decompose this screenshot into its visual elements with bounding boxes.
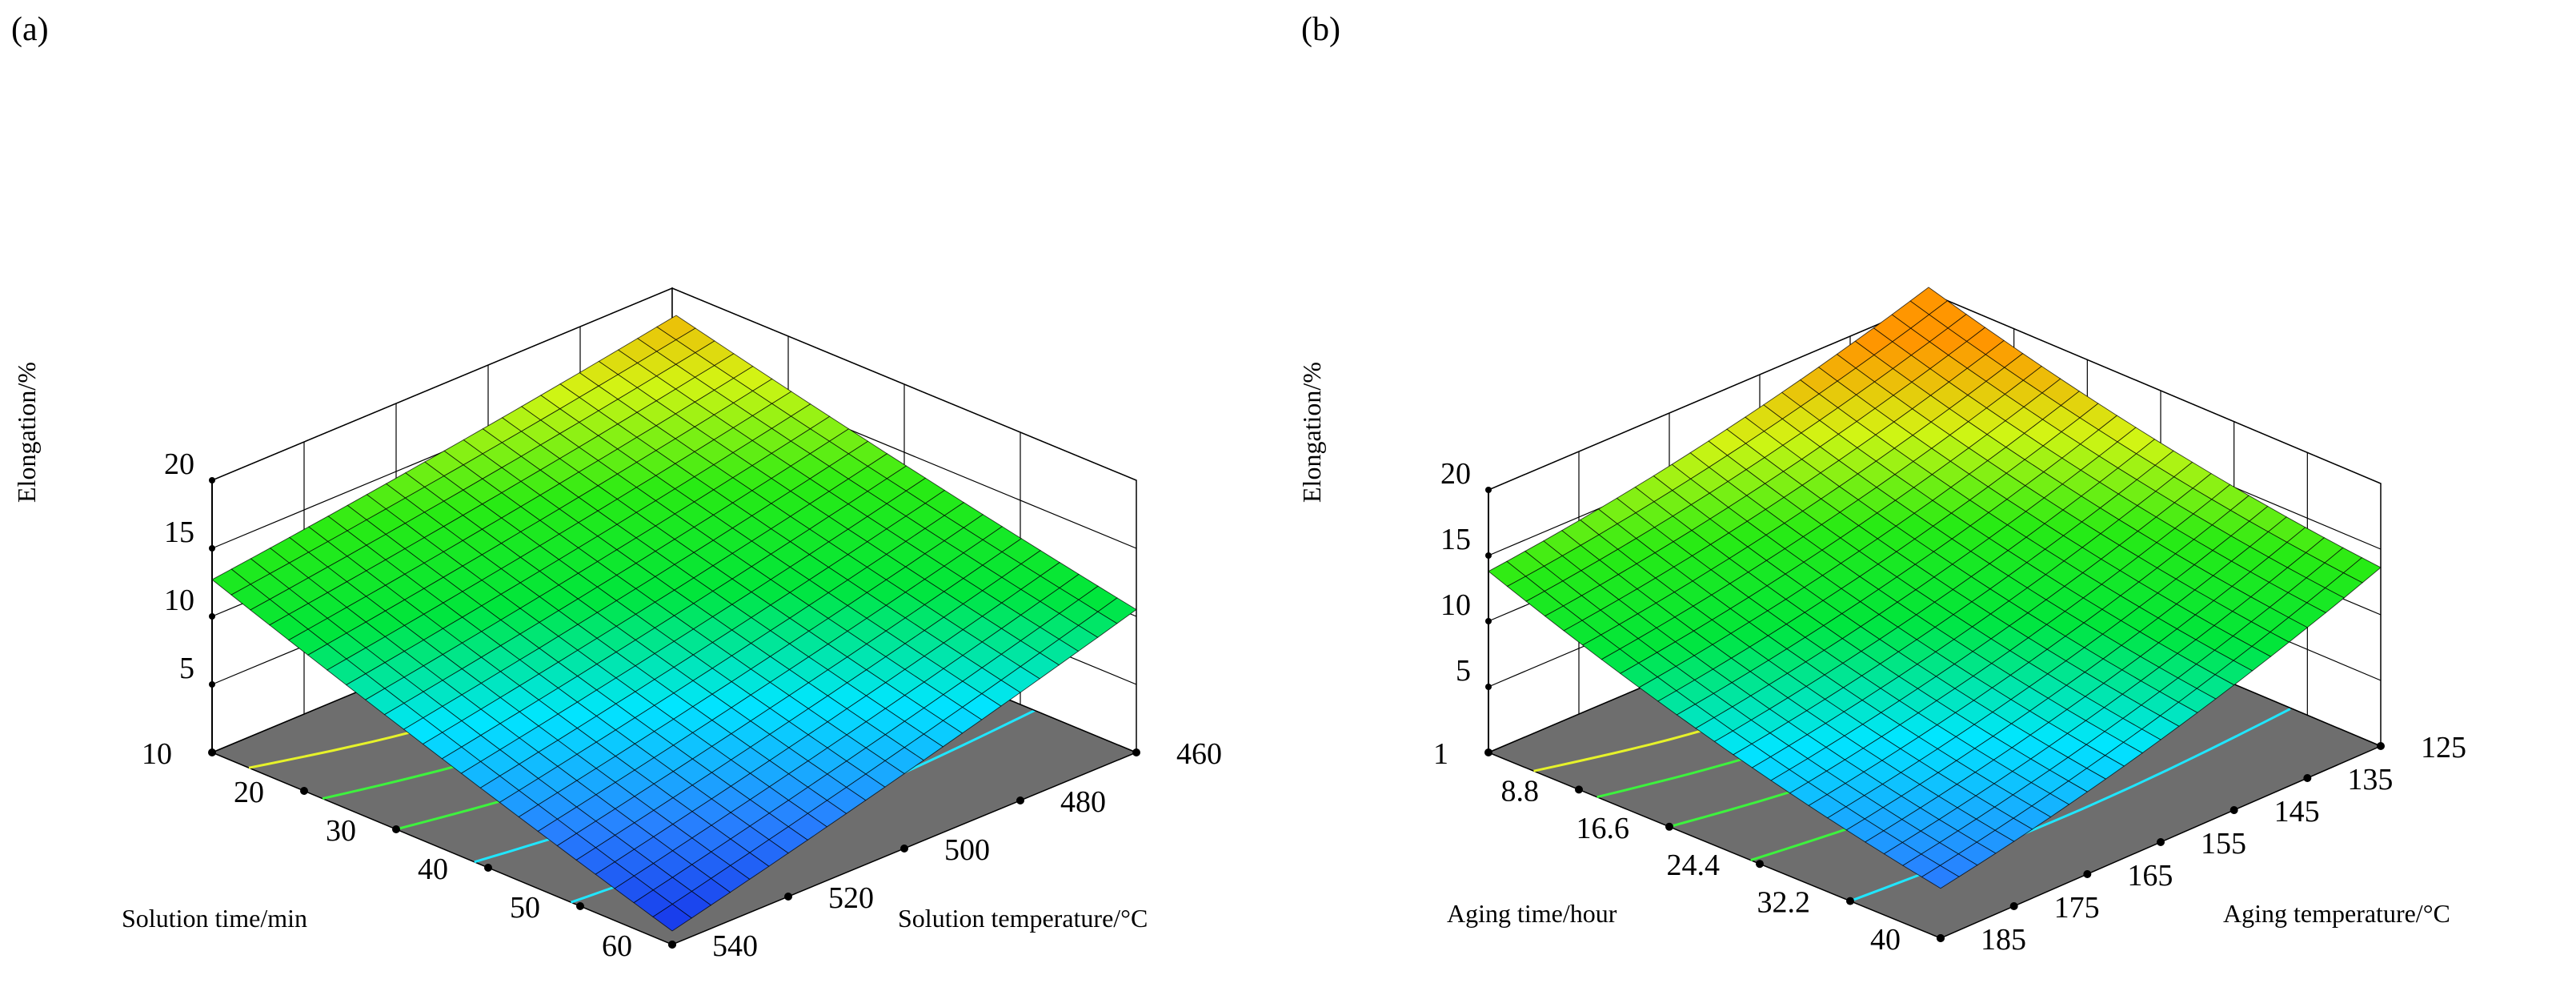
z-tick-label: 10 xyxy=(164,584,194,617)
surface-cell xyxy=(1921,865,1960,889)
x-tick-label: 1 xyxy=(1433,737,1448,771)
panel-label: (b) xyxy=(1301,11,1340,48)
y-tick-mark xyxy=(2229,806,2238,814)
y-tick-mark xyxy=(668,941,676,949)
y-tick-label: 185 xyxy=(1981,923,2026,957)
y-tick-label: 540 xyxy=(712,929,758,963)
x-tick-mark xyxy=(576,902,584,910)
y-tick-mark xyxy=(1132,748,1140,756)
z-tick-label: 5 xyxy=(179,652,194,685)
surface-plot-b-canvas: (b) Elongation/% Aging time/hour Aging t… xyxy=(1297,11,2466,957)
z-tick-mark xyxy=(209,613,215,620)
z-tick-label: 5 xyxy=(1456,654,1471,688)
x-tick-mark xyxy=(484,864,492,872)
z-tick-mark xyxy=(1485,684,1492,690)
surface-plot-a: (a) Elongation/% Solution time/min Solut… xyxy=(11,11,1222,963)
z-tick-mark xyxy=(209,681,215,688)
z-tick-mark xyxy=(1485,618,1492,624)
x-tick-label: 32.2 xyxy=(1757,886,1811,920)
z-tick-mark xyxy=(1485,552,1492,559)
y-tick-label: 460 xyxy=(1176,737,1222,771)
x-tick-mark xyxy=(300,787,308,795)
y-axis-label: Solution temperature/°C xyxy=(898,904,1148,933)
x-axis-label: Solution time/min xyxy=(122,904,307,933)
z-tick-label: 10 xyxy=(1440,588,1471,622)
wall-grid-line xyxy=(211,287,1137,481)
x-tick-mark xyxy=(392,825,400,833)
y-tick-mark xyxy=(2157,838,2165,846)
y-tick-label: 125 xyxy=(2421,731,2466,764)
z-axis-label: Elongation/% xyxy=(12,362,41,503)
y-tick-mark xyxy=(900,845,908,853)
y-tick-mark xyxy=(784,893,792,901)
x-tick-mark xyxy=(1665,822,1673,831)
x-tick-mark xyxy=(1575,785,1583,794)
surface-plot-a-canvas: (a) Elongation/% Solution time/min Solut… xyxy=(11,11,1222,963)
z-tick-mark xyxy=(209,545,215,552)
z-tick-mark xyxy=(1485,487,1492,493)
x-tick-mark xyxy=(1484,748,1492,756)
y-tick-label: 175 xyxy=(2054,891,2100,925)
x-axis-label: Aging time/hour xyxy=(1447,899,1617,928)
y-tick-label: 145 xyxy=(2274,795,2320,829)
y-tick-label: 480 xyxy=(1060,785,1106,819)
panel-label: (a) xyxy=(11,11,49,48)
y-tick-label: 165 xyxy=(2127,859,2173,893)
x-tick-label: 16.6 xyxy=(1576,812,1630,845)
x-tick-label: 40 xyxy=(418,853,448,886)
y-tick-label: 500 xyxy=(944,833,990,867)
y-tick-mark xyxy=(2009,902,2018,910)
y-tick-label: 520 xyxy=(828,881,874,915)
y-tick-mark xyxy=(2303,774,2312,782)
y-tick-label: 155 xyxy=(2201,827,2246,861)
x-tick-label: 30 xyxy=(326,814,356,848)
y-tick-mark xyxy=(1937,934,1945,942)
x-tick-label: 20 xyxy=(234,776,264,809)
surface-cell xyxy=(652,903,692,932)
x-tick-mark xyxy=(1846,897,1854,905)
x-tick-label: 10 xyxy=(142,737,172,771)
z-tick-mark xyxy=(209,477,215,483)
surface-plot-b: (b) Elongation/% Aging time/hour Aging t… xyxy=(1288,0,2576,987)
x-tick-label: 60 xyxy=(602,929,632,963)
x-tick-label: 24.4 xyxy=(1667,849,1721,882)
x-tick-mark xyxy=(1756,860,1764,869)
z-tick-label: 20 xyxy=(1440,457,1471,491)
x-tick-label: 50 xyxy=(510,891,540,925)
z-tick-label: 20 xyxy=(164,447,194,481)
x-tick-label: 40 xyxy=(1870,923,1901,957)
y-tick-mark xyxy=(2377,742,2385,750)
x-tick-mark xyxy=(208,748,216,756)
y-axis-label: Aging temperature/°C xyxy=(2223,899,2450,928)
y-tick-mark xyxy=(1016,796,1024,804)
y-tick-label: 135 xyxy=(2347,763,2393,796)
y-tick-mark xyxy=(2083,870,2092,878)
x-tick-label: 8.8 xyxy=(1501,774,1540,808)
z-tick-label: 15 xyxy=(164,516,194,549)
z-axis-label: Elongation/% xyxy=(1297,362,1326,503)
z-tick-label: 15 xyxy=(1440,523,1471,556)
